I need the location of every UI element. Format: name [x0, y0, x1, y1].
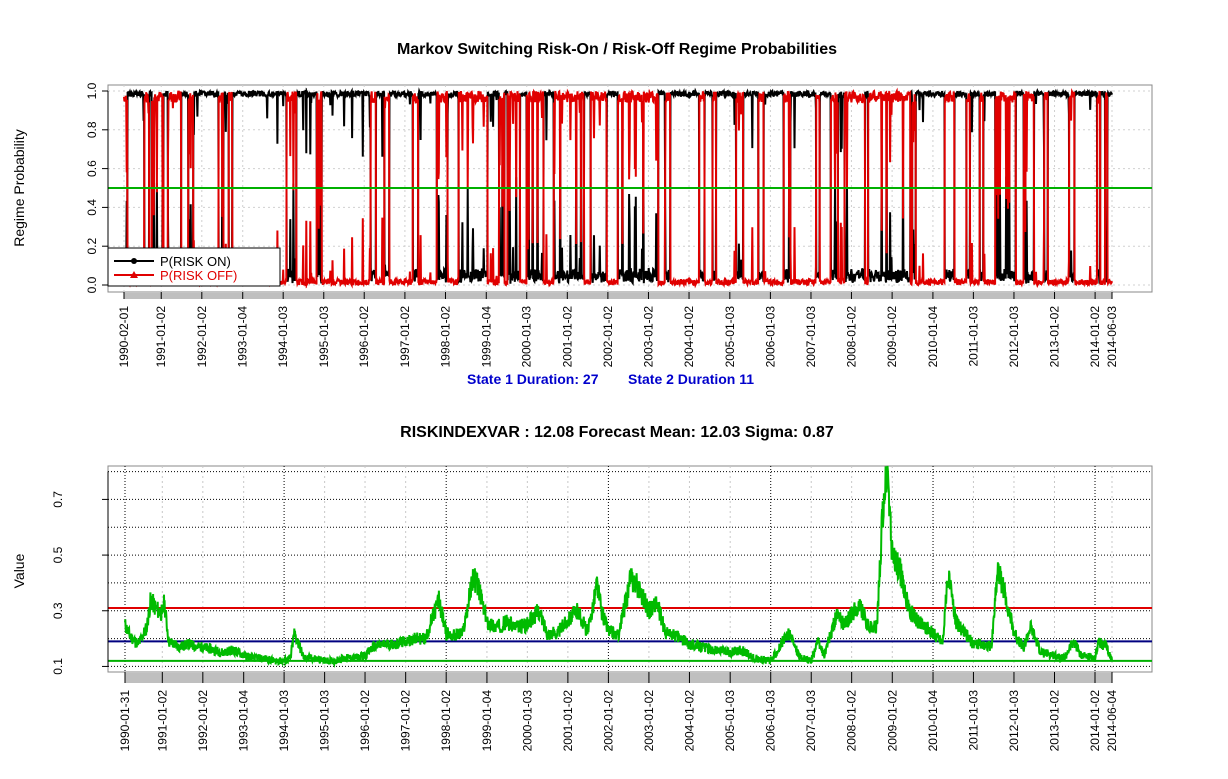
bottom-xaxis-band — [125, 673, 1112, 683]
bottom-xtick-label: 2008-01-02 — [845, 690, 859, 752]
top-ytick-label: 0.8 — [85, 121, 99, 138]
bottom-xtick-label: 2002-01-02 — [601, 690, 615, 752]
bottom-xtick-label: 2005-01-03 — [723, 690, 737, 752]
bottom-y-axis: 0.1 0.3 0.5 0.7 — [51, 471, 109, 675]
top-xtick-label: 2004-01-02 — [682, 306, 696, 368]
bottom-series — [124, 465, 1113, 669]
bottom-xtick-label: 1991-01-02 — [155, 690, 169, 752]
bottom-xtick-label: 2001-01-02 — [561, 690, 575, 752]
top-ytick-label: 0.0 — [85, 276, 99, 293]
legend-risk-on-marker — [131, 258, 137, 264]
top-xtick-label: 2014-01-02 — [1088, 306, 1102, 368]
bottom-xtick-label: 2004-01-02 — [682, 690, 696, 752]
legend-box — [107, 247, 281, 287]
bottom-xtick-label: 1994-01-03 — [277, 690, 291, 752]
bottom-xtick-label: 1990-01-31 — [118, 690, 132, 752]
top-chart-title: Markov Switching Risk-On / Risk-Off Regi… — [397, 41, 837, 58]
top-xtick-label: 1998-01-02 — [438, 306, 452, 368]
top-xtick-label: 1992-01-02 — [195, 306, 209, 368]
top-y-axis: 0.0 0.2 0.4 0.6 0.8 1.0 — [85, 82, 109, 293]
top-xtick-label: 2009-01-02 — [885, 306, 899, 368]
bottom-xtick-label: 2014-06-04 — [1105, 690, 1119, 752]
bottom-xtick-label: 1997-01-02 — [399, 690, 413, 752]
top-ytick-label: 1.0 — [85, 82, 99, 99]
bottom-xtick-label: 2000-01-03 — [520, 690, 534, 752]
bottom-xtick-label: 2011-01-03 — [966, 690, 980, 751]
top-ytick-label: 0.4 — [85, 199, 99, 216]
bottom-xtick-label: 1992-01-02 — [196, 690, 210, 752]
bottom-ytick-label: 0.3 — [51, 602, 65, 619]
bottom-x-axis: 1990-01-31 1991-01-02 1992-01-02 1993-01-04… — [118, 672, 1119, 751]
top-regime-area — [123, 87, 1113, 289]
top-xtick-label: 2008-01-02 — [844, 306, 858, 368]
bottom-xtick-label: 2003-01-02 — [642, 690, 656, 752]
bottom-chart-title: RISKINDEXVAR : 12.08 Forecast Mean: 12.0… — [400, 424, 834, 441]
top-xtick-label: 1996-01-02 — [357, 306, 371, 368]
top-xtick-label: 1999-01-04 — [479, 306, 493, 368]
bottom-ytick-label: 0.7 — [51, 491, 65, 508]
bottom-xtick-label: 2012-01-03 — [1007, 690, 1021, 752]
bottom-xtick-label: 2007-01-03 — [804, 690, 818, 752]
top-xtick-label: 2001-01-02 — [560, 306, 574, 368]
bottom-xtick-label: 1999-01-04 — [480, 690, 494, 752]
bottom-xtick-label: 2010-01-04 — [926, 690, 940, 752]
top-xtick-label: 1990-02-01 — [117, 306, 131, 368]
top-chart-ylabel: Regime Probability — [11, 129, 27, 247]
bottom-chart-ylabel: Value — [11, 553, 27, 588]
bottom-xtick-label: 1996-01-02 — [358, 690, 372, 752]
top-ytick-label: 0.6 — [85, 160, 99, 177]
top-xtick-label: 2003-01-02 — [641, 306, 655, 368]
series-risk-off-line — [123, 87, 1113, 289]
legend-risk-on-label: P(RISK ON) — [160, 254, 231, 269]
bottom-xtick-label: 1998-01-02 — [439, 690, 453, 752]
top-x-axis: 1990-02-01 1991-01-02 1992-01-02 1993-01-04… — [117, 292, 1119, 367]
top-xtick-label: 2006-01-03 — [763, 306, 777, 368]
bottom-xtick-label: 2014-01-02 — [1088, 690, 1102, 752]
state2-duration: State 2 Duration 11 — [628, 371, 754, 387]
top-legend: P(RISK ON) P(RISK OFF) — [107, 247, 281, 287]
bottom-xtick-label: 1995-01-03 — [318, 690, 332, 752]
top-xtick-label: 2013-01-02 — [1048, 306, 1062, 368]
top-xaxis-band — [124, 293, 1112, 299]
top-xtick-label: 1991-01-02 — [154, 306, 168, 368]
legend-risk-off-label: P(RISK OFF) — [160, 268, 237, 283]
state1-duration: State 1 Duration: 27 — [467, 371, 599, 387]
top-xtick-label: 1995-01-03 — [317, 306, 331, 368]
bottom-ytick-label: 0.5 — [51, 546, 65, 563]
top-xtick-label: 2014-06-03 — [1105, 306, 1119, 368]
bottom-grid — [108, 466, 1152, 672]
top-xtick-label: 2012-01-03 — [1007, 306, 1021, 368]
top-xtick-label: 2005-01-03 — [723, 306, 737, 368]
top-xtick-label: 2010-01-04 — [926, 306, 940, 368]
series-riskindexvar-line — [124, 465, 1113, 669]
bottom-xtick-label: 1993-01-04 — [237, 690, 251, 752]
top-xtick-label: 2000-01-03 — [520, 306, 534, 368]
bottom-xtick-label: 2009-01-02 — [885, 690, 899, 752]
bottom-ytick-label: 0.1 — [51, 658, 65, 675]
top-xtick-label: 1997-01-02 — [398, 306, 412, 368]
bottom-xtick-label: 2006-01-03 — [764, 690, 778, 752]
bottom-xtick-label: 2013-01-02 — [1047, 690, 1061, 752]
top-xtick-label: 1994-01-03 — [276, 306, 290, 368]
bottom-hlines — [108, 606, 1152, 662]
legend-risk-off-marker — [130, 271, 138, 278]
top-xtick-label: 2011-01-03 — [966, 306, 980, 367]
top-xtick-label: 2002-01-02 — [601, 306, 615, 368]
top-xtick-label: 2007-01-03 — [804, 306, 818, 368]
top-xtick-label: 1993-01-04 — [236, 306, 250, 368]
top-ytick-label: 0.2 — [85, 238, 99, 255]
